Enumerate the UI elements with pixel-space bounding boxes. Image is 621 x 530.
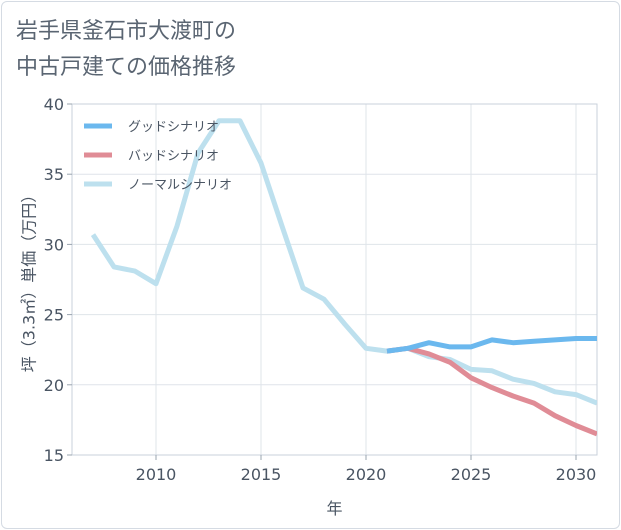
y-tick-label: 15: [44, 446, 64, 465]
y-tick-label: 30: [44, 235, 64, 254]
plot-frame: [71, 103, 598, 456]
y-axis-title: 坪（3.3㎡）単価（万円）: [20, 187, 39, 372]
y-tick-label: 25: [44, 306, 64, 325]
series-line-2: [386, 345, 597, 437]
x-tick-label: 2025: [451, 465, 492, 484]
legend-label-3: ノーマルシナリオ: [128, 178, 232, 193]
series-line-1: [386, 336, 597, 354]
x-tick-label: 2010: [136, 465, 177, 484]
y-tick-label: 20: [44, 376, 64, 395]
x-tick-label: 2015: [241, 465, 282, 484]
x-tick-label: 2030: [556, 465, 597, 484]
series-line-3: [90, 118, 597, 406]
series-lines: [90, 118, 597, 437]
x-axis-title: 年: [326, 499, 342, 518]
chart-title-line-2: 中古戸建ての価格推移: [16, 55, 237, 80]
legend-label-2: バッドシナリオ: [128, 149, 219, 164]
chart-title-line-1: 岩手県釜石市大渡町の: [16, 19, 237, 44]
x-tick-label: 2020: [346, 465, 387, 484]
chart-title: 岩手県釜石市大渡町の 中古戸建ての価格推移: [16, 14, 236, 86]
legend-label-1: グッドシナリオ: [128, 120, 219, 135]
y-tick-label: 40: [44, 95, 64, 114]
y-tick-label: 35: [44, 165, 64, 184]
